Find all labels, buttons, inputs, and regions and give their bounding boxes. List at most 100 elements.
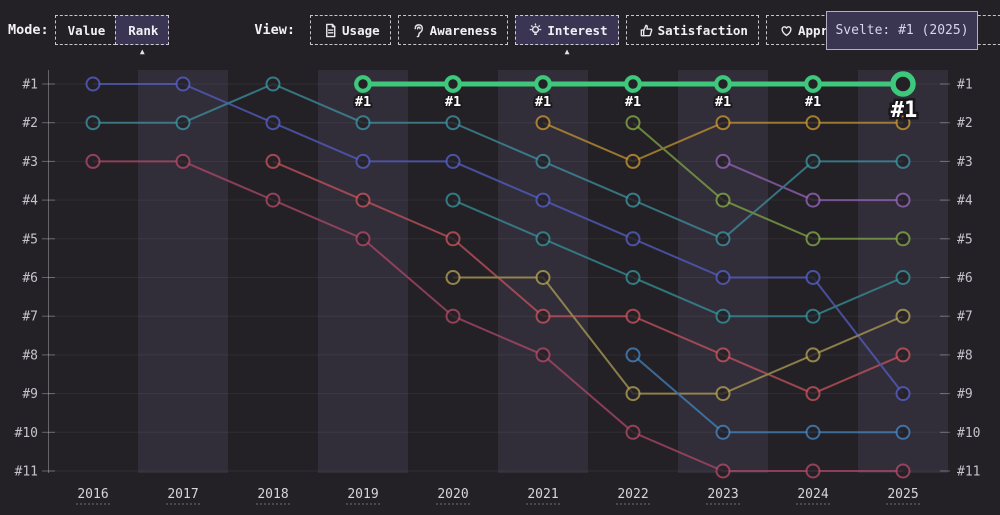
year-label[interactable]: 2018: [257, 487, 288, 502]
data-point-highlight[interactable]: [624, 75, 642, 93]
year-label[interactable]: 2020: [437, 487, 468, 502]
data-point[interactable]: [805, 424, 821, 440]
data-point[interactable]: [805, 115, 821, 131]
data-point[interactable]: [895, 192, 911, 208]
data-point[interactable]: [805, 347, 821, 363]
data-point[interactable]: [715, 308, 731, 324]
data-point[interactable]: [715, 153, 731, 169]
data-point[interactable]: [535, 115, 551, 131]
data-point[interactable]: [895, 270, 911, 285]
data-point[interactable]: [805, 231, 821, 247]
data-point[interactable]: [805, 308, 821, 324]
data-point[interactable]: [895, 153, 911, 169]
data-point[interactable]: [625, 153, 641, 169]
data-point[interactable]: [355, 231, 371, 247]
view-option-usage-label: Usage: [342, 22, 380, 38]
data-point[interactable]: [715, 192, 731, 208]
data-point[interactable]: [445, 153, 461, 169]
data-point[interactable]: [445, 308, 461, 324]
mode-option-rank[interactable]: Rank ▲: [115, 15, 170, 56]
data-point[interactable]: [715, 424, 731, 440]
data-point[interactable]: [535, 347, 551, 363]
mode-option-value[interactable]: Value: [54, 15, 117, 45]
data-point[interactable]: [625, 270, 641, 285]
data-point[interactable]: [805, 192, 821, 208]
data-point[interactable]: [175, 115, 191, 131]
data-point[interactable]: [895, 424, 911, 440]
data-point[interactable]: [535, 308, 551, 324]
data-point[interactable]: [265, 76, 281, 92]
year-label[interactable]: 2023: [707, 487, 738, 502]
data-point[interactable]: [625, 424, 641, 440]
year-band: [318, 70, 408, 473]
data-point[interactable]: [535, 231, 551, 247]
year-label[interactable]: 2021: [527, 487, 558, 502]
data-point[interactable]: [625, 231, 641, 247]
data-point[interactable]: [445, 270, 461, 285]
data-point[interactable]: [805, 153, 821, 169]
data-point[interactable]: [355, 153, 371, 169]
view-option-usage[interactable]: Usage: [310, 15, 391, 45]
data-point[interactable]: [265, 115, 281, 131]
data-point[interactable]: [895, 308, 911, 324]
data-point[interactable]: [715, 347, 731, 363]
data-point-highlight[interactable]: [890, 71, 916, 97]
data-point[interactable]: [355, 115, 371, 131]
year-label[interactable]: 2017: [167, 487, 198, 502]
data-point[interactable]: [715, 231, 731, 247]
data-point-highlight[interactable]: [354, 75, 372, 93]
data-point[interactable]: [85, 153, 101, 169]
data-point[interactable]: [85, 115, 101, 131]
data-point[interactable]: [445, 192, 461, 208]
data-point[interactable]: [895, 463, 911, 479]
data-point[interactable]: [805, 270, 821, 285]
data-point[interactable]: [625, 347, 641, 363]
data-point[interactable]: [715, 115, 731, 131]
rank-label-right: #2: [957, 116, 973, 131]
data-point[interactable]: [535, 153, 551, 169]
view-option-awareness[interactable]: Awareness: [397, 15, 509, 45]
mode-label: Mode:: [8, 22, 49, 38]
data-point-highlight[interactable]: [804, 75, 822, 93]
data-point[interactable]: [355, 192, 371, 208]
data-point-highlight[interactable]: [534, 75, 552, 93]
data-point[interactable]: [625, 386, 641, 402]
data-point[interactable]: [175, 76, 191, 92]
ear-icon: [411, 23, 426, 38]
data-point[interactable]: [85, 76, 101, 92]
data-point[interactable]: [445, 231, 461, 247]
highlight-series: #1 #1 #1 #1 #1 #1 #1: [353, 71, 920, 126]
rank-label-left: #3: [22, 155, 38, 170]
data-point[interactable]: [715, 386, 731, 402]
view-option-interest[interactable]: Interest ▲: [515, 15, 619, 56]
data-point[interactable]: [535, 270, 551, 285]
data-point[interactable]: [715, 270, 731, 285]
data-point[interactable]: [805, 386, 821, 402]
year-label[interactable]: 2024: [797, 487, 828, 502]
view-option-satisfaction[interactable]: Satisfaction: [625, 15, 759, 45]
data-point[interactable]: [895, 115, 911, 131]
data-point[interactable]: [895, 347, 911, 363]
data-point[interactable]: [445, 115, 461, 131]
data-point[interactable]: [265, 192, 281, 208]
data-point[interactable]: [265, 153, 281, 169]
data-point[interactable]: [895, 386, 911, 402]
year-label[interactable]: 2019: [347, 487, 378, 502]
data-point[interactable]: [535, 192, 551, 208]
data-point[interactable]: [625, 115, 641, 131]
data-point[interactable]: [805, 463, 821, 479]
view-label: View:: [254, 22, 296, 38]
data-point[interactable]: [895, 231, 911, 247]
data-point-highlight[interactable]: [444, 75, 462, 93]
hover-tooltip-text: Svelte: #1 (2025): [835, 23, 969, 38]
data-point[interactable]: [625, 192, 641, 208]
data-point-highlight[interactable]: [714, 75, 732, 93]
year-label[interactable]: 2022: [617, 487, 648, 502]
data-point[interactable]: [625, 308, 641, 324]
year-label[interactable]: 2016: [77, 487, 108, 502]
data-point[interactable]: [715, 463, 731, 479]
year-label[interactable]: 2025: [887, 487, 918, 502]
data-point[interactable]: [175, 153, 191, 169]
highlight-point-label: #1: [445, 94, 461, 110]
